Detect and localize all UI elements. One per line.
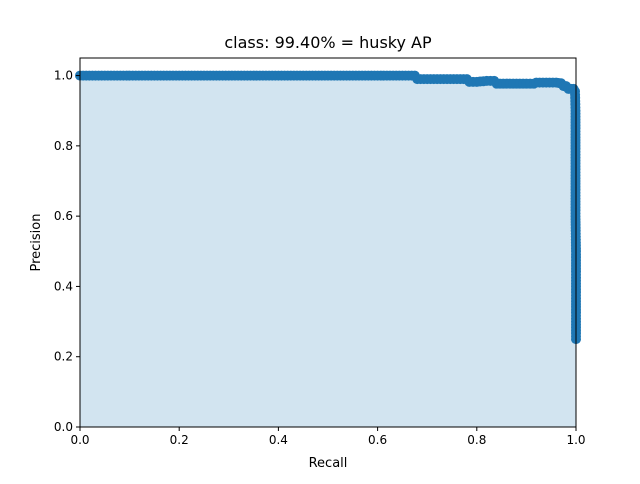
y-axis-label: Precision [29, 213, 44, 271]
x-tick-label: 0.0 [70, 433, 89, 447]
x-tick-label: 0.8 [467, 433, 486, 447]
y-tick-label: 0.0 [54, 420, 73, 434]
plot-area [75, 70, 581, 428]
y-tick-label: 0.6 [54, 209, 73, 223]
x-tick-label: 0.4 [269, 433, 288, 447]
y-tick-label: 1.0 [54, 69, 73, 83]
y-axis-ticks: 0.0 0.2 0.4 0.6 0.8 1.0 [54, 69, 80, 434]
chart-title: class: 99.40% = husky AP [224, 33, 432, 52]
y-tick-label: 0.2 [54, 350, 73, 364]
series-markers [75, 70, 581, 345]
x-tick-label: 0.6 [368, 433, 387, 447]
x-axis-label: Recall [309, 456, 348, 471]
x-axis-ticks: 0.0 0.2 0.4 0.6 0.8 1.0 [70, 427, 586, 447]
y-tick-label: 0.8 [54, 139, 73, 153]
y-tick-label: 0.4 [54, 279, 73, 293]
area-fill [80, 75, 576, 428]
axes-frame [79, 57, 577, 428]
x-tick-label: 1.0 [566, 433, 585, 447]
x-tick-label: 0.2 [170, 433, 189, 447]
